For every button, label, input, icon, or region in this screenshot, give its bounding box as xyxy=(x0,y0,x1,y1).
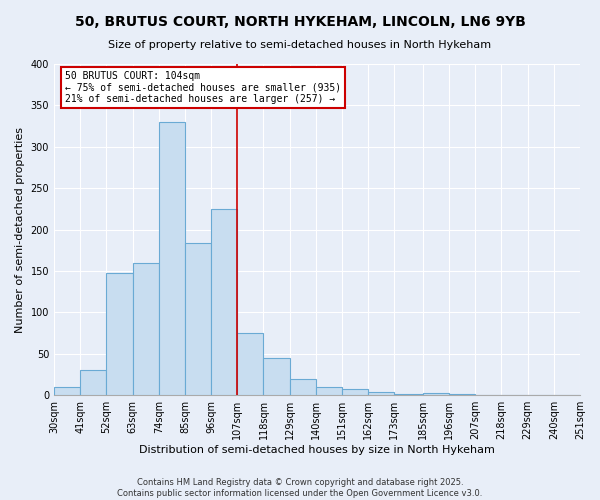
Bar xyxy=(263,358,290,395)
Bar xyxy=(394,394,423,395)
Bar xyxy=(211,209,237,395)
Bar xyxy=(368,392,394,395)
Text: 50, BRUTUS COURT, NORTH HYKEHAM, LINCOLN, LN6 9YB: 50, BRUTUS COURT, NORTH HYKEHAM, LINCOLN… xyxy=(74,15,526,29)
Bar xyxy=(106,272,133,395)
Bar xyxy=(342,390,368,395)
Bar xyxy=(54,387,80,395)
Bar xyxy=(159,122,185,395)
Bar xyxy=(80,370,106,395)
Bar xyxy=(237,333,263,395)
Bar xyxy=(290,378,316,395)
Text: Contains HM Land Registry data © Crown copyright and database right 2025.
Contai: Contains HM Land Registry data © Crown c… xyxy=(118,478,482,498)
Bar xyxy=(185,243,211,395)
Y-axis label: Number of semi-detached properties: Number of semi-detached properties xyxy=(15,126,25,332)
Bar xyxy=(449,394,475,395)
Bar xyxy=(316,387,342,395)
Bar xyxy=(423,392,449,395)
Text: Size of property relative to semi-detached houses in North Hykeham: Size of property relative to semi-detach… xyxy=(109,40,491,50)
Text: 50 BRUTUS COURT: 104sqm
← 75% of semi-detached houses are smaller (935)
21% of s: 50 BRUTUS COURT: 104sqm ← 75% of semi-de… xyxy=(65,70,341,104)
Bar xyxy=(133,262,159,395)
X-axis label: Distribution of semi-detached houses by size in North Hykeham: Distribution of semi-detached houses by … xyxy=(139,445,495,455)
